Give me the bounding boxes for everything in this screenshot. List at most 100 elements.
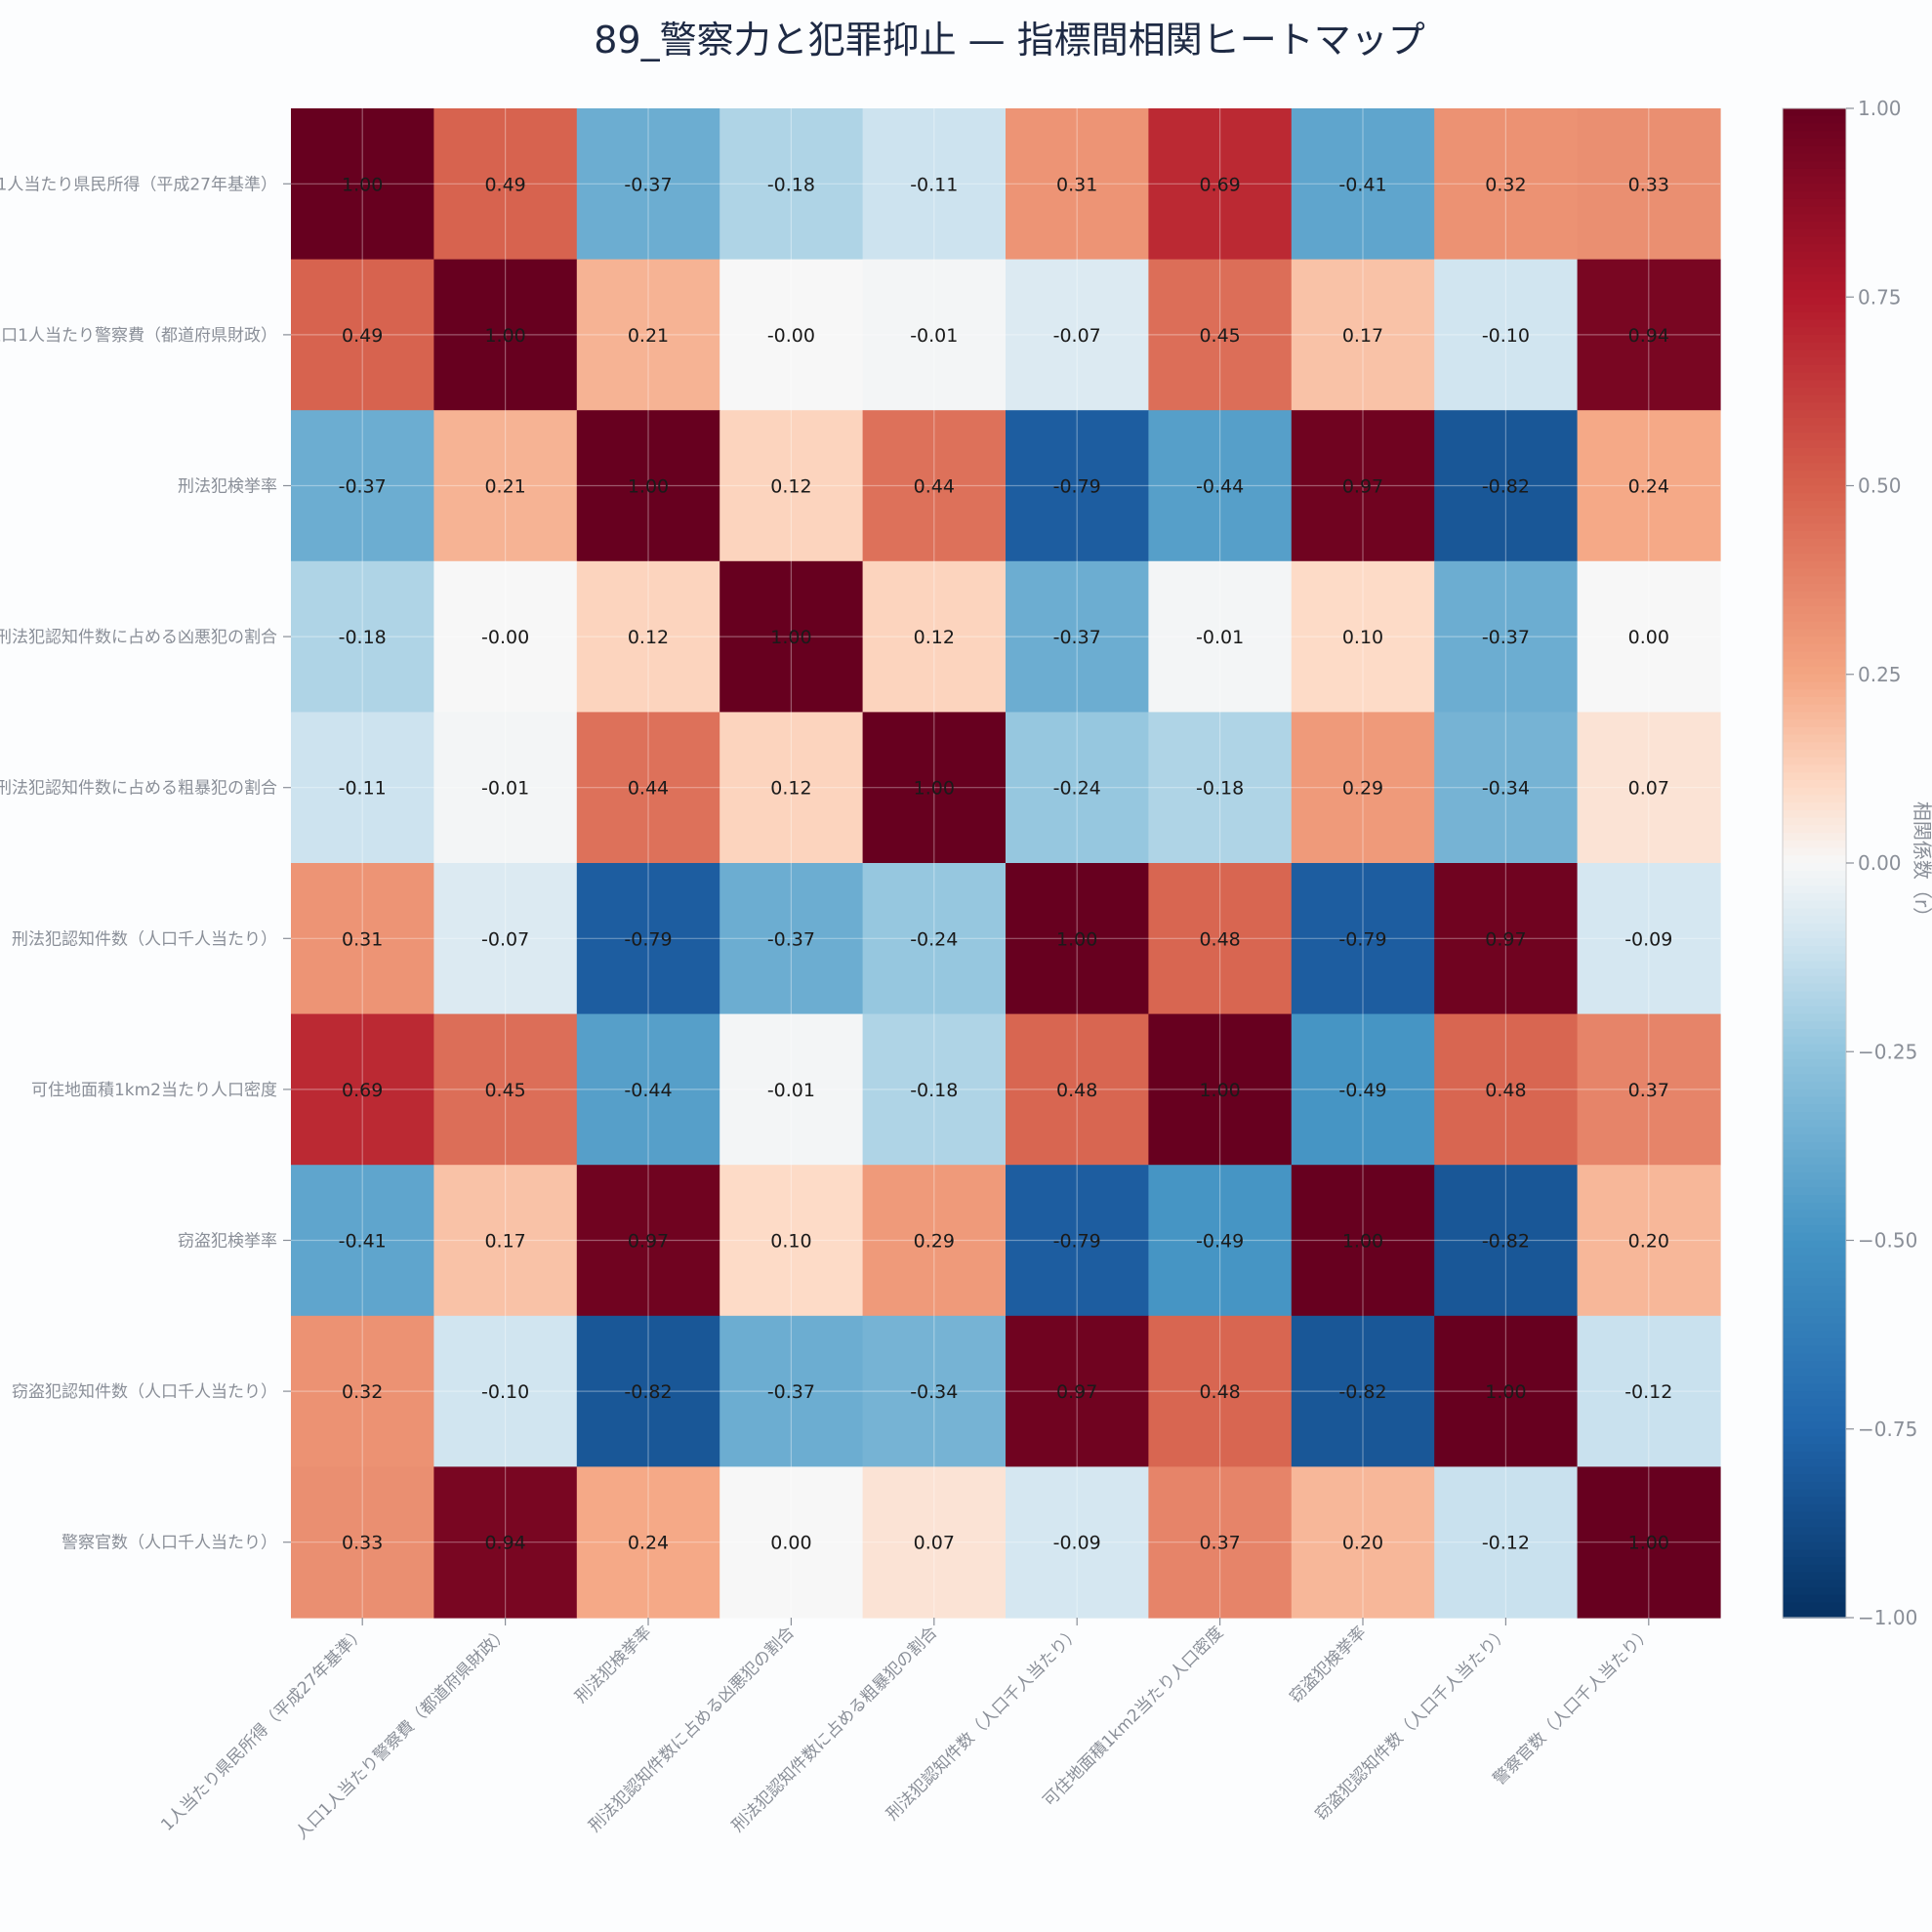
colorbar-segment — [1783, 380, 1846, 389]
colorbar-segment — [1783, 892, 1846, 902]
heatmap-cell — [1434, 259, 1579, 411]
heatmap-cell — [1577, 1315, 1721, 1467]
colorbar-segment — [1783, 145, 1846, 155]
y-tick-label: 刑法犯認知件数（人口千人当たり） — [12, 929, 277, 949]
colorbar-segment — [1783, 508, 1846, 517]
cell-value-label: -0.11 — [339, 778, 387, 800]
cell-value-label: 0.48 — [1199, 1381, 1240, 1403]
colorbar-segment — [1783, 1428, 1846, 1438]
colorbar-segment — [1783, 1217, 1846, 1226]
colorbar-segment — [1783, 1202, 1846, 1212]
cell-value-label: 1.00 — [628, 476, 669, 498]
cell-value-label: 0.31 — [1056, 174, 1097, 195]
cell-value-label: -0.10 — [1482, 325, 1530, 347]
cell-value-label: 0.12 — [770, 778, 811, 800]
colorbar-segment — [1783, 1278, 1846, 1287]
colorbar-segment — [1783, 1549, 1846, 1558]
cell-value-label: 0.17 — [484, 1231, 525, 1253]
heatmap-cell — [291, 108, 434, 261]
colorbar-segment — [1783, 1564, 1846, 1574]
cell-value-label: 0.49 — [484, 174, 525, 195]
colorbar-segment — [1783, 1557, 1846, 1566]
cell-value-label: 0.32 — [342, 1381, 383, 1403]
y-tick-label: 1人当たり県民所得（平成27年基準） — [0, 175, 277, 194]
heatmap-cell — [1291, 1013, 1435, 1166]
colorbar-segment — [1783, 1308, 1846, 1317]
colorbar-segment — [1783, 855, 1846, 864]
colorbar-segment — [1783, 500, 1846, 510]
colorbar-segment — [1783, 1331, 1846, 1339]
y-tick-label: 可住地面積1km2当たり人口密度 — [31, 1081, 277, 1100]
colorbar-segment — [1783, 425, 1846, 434]
cell-value-label: -0.24 — [1053, 778, 1101, 800]
colorbar-label: 相関係数（r） — [1911, 802, 1932, 926]
colorbar-segment — [1783, 259, 1846, 268]
cell-value-label: -0.24 — [910, 928, 958, 950]
cell-value-label: 0.20 — [1628, 1231, 1669, 1253]
colorbar-segment — [1783, 1006, 1846, 1015]
heatmap-cell-labels: 1.00 0.49 -0.37 -0.18 -0.11 0.31 0.69 -0.41 0.32… — [339, 174, 1673, 1553]
colorbar-segment — [1783, 138, 1846, 147]
cell-value-label: -0.01 — [910, 325, 958, 347]
heatmap-cell — [576, 560, 720, 713]
cell-value-label: 0.33 — [1628, 174, 1669, 195]
cell-value-label: 1.00 — [1628, 1533, 1669, 1554]
heatmap-cell — [291, 863, 434, 1015]
cell-value-label: 0.37 — [1628, 1080, 1669, 1101]
cell-value-label: 0.44 — [914, 476, 955, 498]
cell-value-label: 0.12 — [770, 476, 811, 498]
colorbar-segment — [1783, 410, 1846, 419]
colorbar-segment — [1783, 629, 1846, 637]
cell-value-label: 0.20 — [1342, 1533, 1383, 1554]
cell-value-label: -0.37 — [1053, 627, 1101, 648]
colorbar-segment — [1783, 168, 1846, 178]
heatmap-cell — [576, 863, 720, 1015]
cell-value-label: -0.07 — [1053, 325, 1101, 347]
cell-value-label: -0.18 — [767, 174, 815, 195]
colorbar-segment — [1783, 885, 1846, 894]
heatmap-cell — [433, 1466, 578, 1619]
heatmap-grid — [291, 108, 1720, 1618]
heatmap-cells — [291, 108, 1721, 1619]
heatmap-cell — [1291, 560, 1435, 713]
colorbar-segment — [1783, 471, 1846, 479]
colorbar-segment — [1783, 228, 1846, 238]
heatmap-cell — [1291, 259, 1435, 411]
cell-value-label: 0.97 — [1056, 1381, 1097, 1403]
colorbar-segment — [1783, 598, 1846, 607]
colorbar-segment — [1783, 1421, 1846, 1430]
colorbar-tick-label: 0.50 — [1858, 474, 1902, 498]
colorbar-segment — [1783, 757, 1846, 766]
colorbar-segment — [1783, 689, 1846, 698]
colorbar-segment — [1783, 674, 1846, 683]
x-tick-label: 窃盗犯検挙率 — [1286, 1623, 1370, 1706]
colorbar-segment — [1783, 726, 1846, 736]
colorbar-segment — [1783, 1262, 1846, 1272]
cell-value-label: 1.00 — [1485, 1381, 1526, 1403]
colorbar-segment — [1783, 1240, 1846, 1250]
colorbar-segment — [1783, 750, 1846, 759]
cell-value-label: -0.00 — [481, 627, 529, 648]
colorbar-segment — [1783, 1383, 1846, 1392]
colorbar-segment — [1783, 1466, 1846, 1475]
colorbar-segment — [1783, 1058, 1846, 1068]
cell-value-label: -0.07 — [481, 928, 529, 950]
colorbar-segment — [1783, 1096, 1846, 1106]
heatmap-cell — [433, 1013, 578, 1166]
colorbar-tick-label: 0.00 — [1858, 851, 1902, 875]
colorbar-tick-label: 1.00 — [1858, 97, 1902, 120]
cell-value-label: 0.12 — [628, 627, 669, 648]
heatmap-cell — [862, 1466, 1007, 1619]
heatmap-cell — [1434, 1013, 1579, 1166]
colorbar-segment — [1783, 515, 1846, 524]
colorbar-segment — [1783, 1232, 1846, 1242]
heatmap-cell — [1434, 560, 1579, 713]
colorbar-segment — [1783, 1248, 1846, 1256]
heatmap-cell — [576, 1466, 720, 1619]
cell-value-label: -0.49 — [1196, 1231, 1244, 1253]
colorbar-tick-label: −0.25 — [1858, 1040, 1917, 1063]
y-tick-label: 刑法犯検挙率 — [178, 477, 277, 497]
cell-value-label: 1.00 — [1199, 1080, 1240, 1101]
cell-value-label: -0.01 — [481, 778, 529, 800]
